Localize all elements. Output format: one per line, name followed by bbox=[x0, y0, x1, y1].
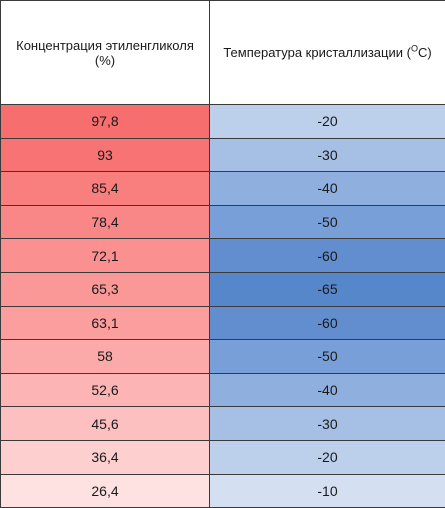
temperature-cell: -60 bbox=[210, 239, 445, 273]
table-row: 26,4-10 bbox=[1, 474, 445, 508]
concentration-cell: 26,4 bbox=[1, 474, 210, 508]
temperature-cell: -50 bbox=[210, 340, 445, 374]
temperature-cell: -20 bbox=[210, 440, 445, 474]
table-row: 45,6-30 bbox=[1, 407, 445, 441]
temperature-cell: -30 bbox=[210, 407, 445, 441]
header-row: Концентрация этиленгликоля (%) Температу… bbox=[1, 1, 445, 105]
temperature-cell: -30 bbox=[210, 138, 445, 172]
concentration-cell: 45,6 bbox=[1, 407, 210, 441]
concentration-cell: 63,1 bbox=[1, 306, 210, 340]
concentration-cell: 36,4 bbox=[1, 440, 210, 474]
temperature-header-prefix: Температура кристаллизации ( bbox=[223, 45, 411, 60]
table-row: 97,8-20 bbox=[1, 105, 445, 139]
concentration-cell: 78,4 bbox=[1, 205, 210, 239]
table-row: 78,4-50 bbox=[1, 205, 445, 239]
concentration-header-label: Концентрация этиленгликоля (%) bbox=[16, 38, 194, 68]
temperature-cell: -10 bbox=[210, 474, 445, 508]
concentration-cell: 52,6 bbox=[1, 373, 210, 407]
temperature-cell: -20 bbox=[210, 105, 445, 139]
temperature-cell: -40 bbox=[210, 373, 445, 407]
temperature-header-sup: O bbox=[411, 44, 418, 54]
concentration-cell: 85,4 bbox=[1, 172, 210, 206]
concentration-cell: 72,1 bbox=[1, 239, 210, 273]
table-row: 93-30 bbox=[1, 138, 445, 172]
temperature-cell: -60 bbox=[210, 306, 445, 340]
table-row: 52,6-40 bbox=[1, 373, 445, 407]
concentration-header: Концентрация этиленгликоля (%) bbox=[1, 1, 210, 105]
concentration-cell: 65,3 bbox=[1, 272, 210, 306]
table-row: 58-50 bbox=[1, 340, 445, 374]
temperature-cell: -65 bbox=[210, 272, 445, 306]
temperature-header: Температура кристаллизации (OC) bbox=[210, 1, 445, 105]
table-row: 63,1-60 bbox=[1, 306, 445, 340]
concentration-cell: 58 bbox=[1, 340, 210, 374]
temperature-cell: -50 bbox=[210, 205, 445, 239]
table-row: 85,4-40 bbox=[1, 172, 445, 206]
concentration-cell: 97,8 bbox=[1, 105, 210, 139]
concentration-cell: 93 bbox=[1, 138, 210, 172]
table-row: 65,3-65 bbox=[1, 272, 445, 306]
temperature-cell: -40 bbox=[210, 172, 445, 206]
temperature-header-suffix: C) bbox=[418, 45, 432, 60]
table-row: 36,4-20 bbox=[1, 440, 445, 474]
table-row: 72,1-60 bbox=[1, 239, 445, 273]
